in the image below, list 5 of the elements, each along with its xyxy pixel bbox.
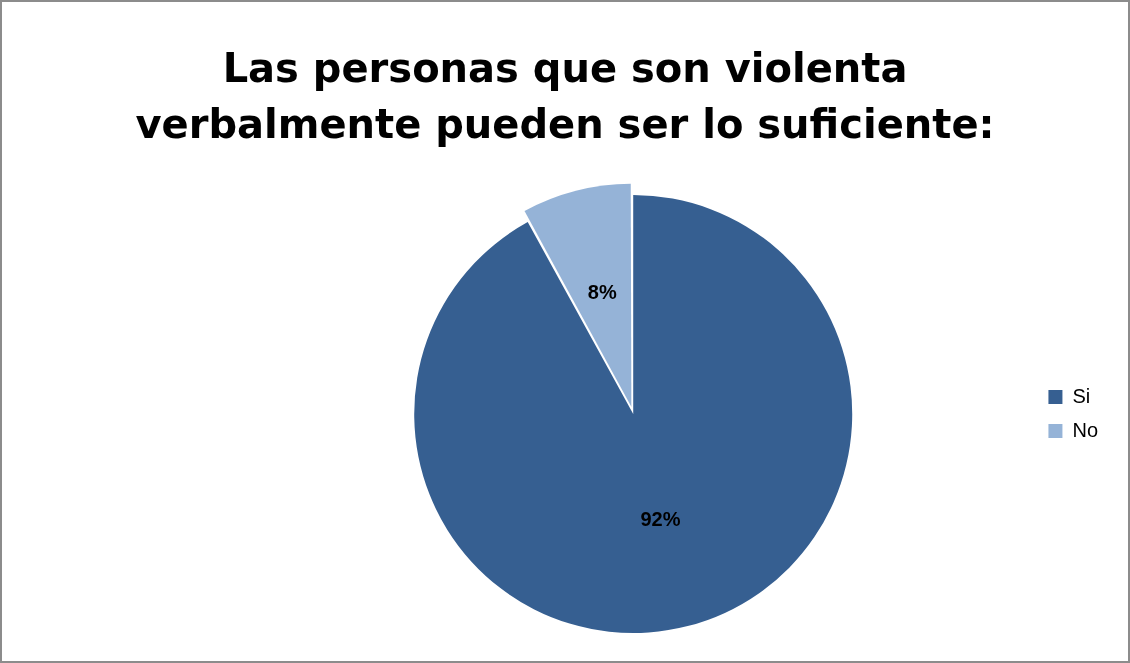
legend-label: Si [1072,384,1091,407]
chart-title: Las personas que son violenta verbalmente pueden ser lo suficiente: [134,44,996,149]
data-label: 92% [640,507,681,530]
legend-label: No [1072,418,1099,441]
data-label: 8% [587,280,617,303]
